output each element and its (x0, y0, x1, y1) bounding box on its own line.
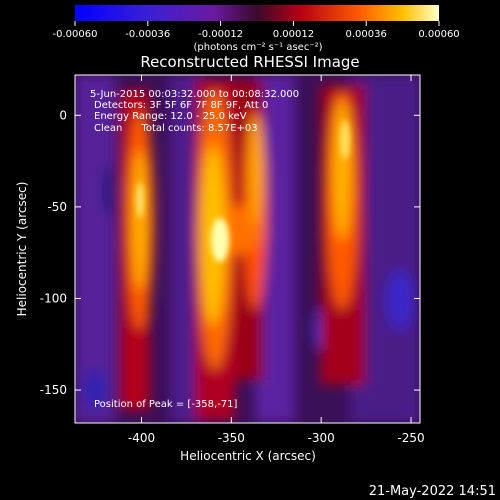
x-tick-label: -350 (218, 431, 245, 445)
image-panel: 5-Jun-2015 00:03:32.000 to 00:08:32.000 … (75, 75, 420, 423)
y-tick-label: -150 (40, 383, 67, 397)
annotation-clean-counts: Clean Total counts: 8.57E+03 (94, 123, 258, 134)
timestamp: 21-May-2022 14:51 (369, 484, 496, 499)
y-tick-label: -100 (40, 291, 67, 305)
x-tick-label: -250 (397, 431, 424, 445)
annotation-detectors: Detectors: 3F 5F 6F 7F 8F 9F, Att 0 (94, 100, 268, 111)
x-axis-label: Heliocentric X (arcsec) (180, 449, 316, 463)
x-tick-label: -400 (128, 431, 155, 445)
colorbar-gradient (75, 5, 439, 21)
colorbar-ticks: -0.00060 -0.00036 -0.00012 0.00012 0.00036 0.… (53, 21, 460, 40)
x-axis-ticks: -400 -350 -300 -250 (128, 75, 425, 445)
annotation-peak: Position of Peak = [-358,-71] (94, 399, 238, 410)
plot-frame (74, 74, 421, 424)
y-tick-label: 0 (59, 108, 67, 122)
colorbar-tick-label: 0.00036 (346, 29, 387, 40)
annotation-energy-range: Energy Range: 12.0 - 25.0 keV (94, 111, 247, 122)
annotation-time-range: 5-Jun-2015 00:03:32.000 to 00:08:32.000 (90, 89, 299, 100)
colorbar-tick-label: -0.00036 (125, 29, 170, 40)
chart-title: Reconstructed RHESSI Image (140, 53, 359, 71)
y-axis-ticks: 0 -50 -100 -150 (40, 108, 420, 397)
colorbar-tick-label: 0.00012 (273, 29, 314, 40)
colorbar-tick-label: -0.00060 (53, 29, 98, 40)
colorbar-tick-label: 0.00060 (418, 29, 459, 40)
colorbar: -0.00060 -0.00036 -0.00012 0.00012 0.00036 0.… (53, 5, 460, 53)
colorbar-unit-label: (photons cm⁻² s⁻¹ asec⁻²) (193, 42, 322, 53)
y-tick-label: -50 (47, 200, 67, 214)
y-axis-label: Heliocentric Y (arcsec) (15, 182, 29, 317)
colorbar-tick-label: -0.00012 (198, 29, 243, 40)
x-tick-label: -300 (308, 431, 335, 445)
